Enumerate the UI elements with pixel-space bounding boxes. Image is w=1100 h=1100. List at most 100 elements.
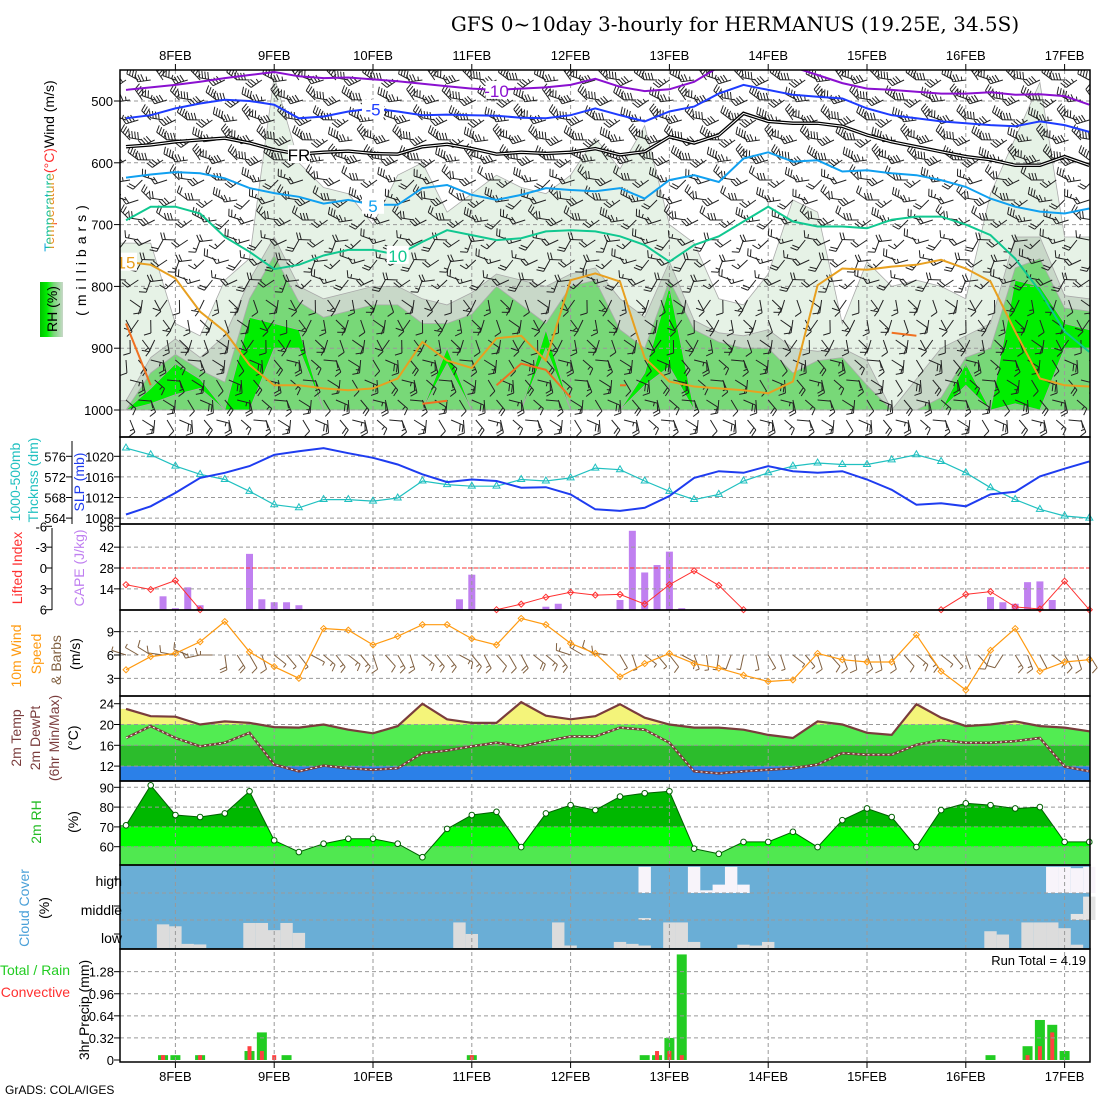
- barb-feather: [721, 254, 726, 262]
- barb-staff: [292, 239, 300, 252]
- barb-half-feather: [717, 171, 722, 176]
- barb-staff: [548, 110, 559, 121]
- barb-staff: [570, 319, 579, 331]
- barb-feather: [877, 200, 884, 207]
- barb-feather: [842, 146, 846, 155]
- barb-staff: [737, 259, 748, 270]
- barb-feather: [184, 112, 188, 120]
- barb-staff: [215, 299, 220, 313]
- barb-staff: [337, 119, 349, 128]
- barb-feather: [298, 329, 306, 333]
- wind-barb: [527, 204, 538, 221]
- barb-feather: [332, 234, 336, 242]
- barb-feather: [509, 286, 517, 290]
- barb-feather: [323, 180, 329, 187]
- barb-staff: [571, 119, 584, 127]
- barb-feather: [348, 225, 356, 230]
- barb-feather: [788, 108, 794, 115]
- barb-feather: [128, 210, 131, 219]
- barb-feather: [757, 155, 762, 163]
- wind-barb: [739, 199, 757, 209]
- barb-feather: [275, 252, 279, 260]
- barb-feather: [871, 177, 878, 184]
- barb-feather: [706, 232, 710, 240]
- barb-feather: [790, 169, 793, 177]
- barb-half-feather: [390, 193, 393, 198]
- barb-staff: [135, 259, 143, 272]
- wind-barb: [805, 179, 822, 190]
- barb-half-feather: [214, 243, 218, 248]
- barb-feather: [393, 117, 399, 125]
- barb-feather: [135, 152, 139, 160]
- barb-half-feather: [757, 309, 762, 312]
- barb-feather: [568, 128, 573, 136]
- wind-barb: [887, 154, 905, 165]
- barb-feather: [363, 229, 365, 237]
- barb-feather: [319, 91, 322, 99]
- barb-feather: [455, 91, 458, 99]
- barb-staff: [1020, 171, 1032, 181]
- barb-feather: [273, 88, 280, 95]
- barb-feather: [336, 119, 343, 125]
- barb-half-feather: [204, 200, 208, 205]
- barb-feather: [499, 144, 504, 151]
- barb-staff: [199, 155, 213, 161]
- barb-staff: [873, 259, 884, 270]
- barb-staff: [1068, 239, 1078, 251]
- barb-feather: [1027, 186, 1031, 195]
- barb-staff: [695, 159, 707, 168]
- barb-feather: [362, 267, 370, 271]
- barb-feather: [948, 312, 956, 315]
- barb-half-feather: [663, 78, 667, 83]
- wind-barb: [1035, 194, 1053, 203]
- barb-feather: [817, 152, 821, 160]
- barb-feather: [449, 269, 452, 277]
- barb-feather: [925, 272, 929, 280]
- barb-feather: [215, 188, 218, 196]
- barb-staff: [562, 70, 572, 81]
- barb-feather: [382, 272, 386, 280]
- barb-feather: [943, 183, 951, 188]
- wind-barb: [803, 230, 818, 241]
- barb-feather: [734, 192, 737, 201]
- barb-feather: [274, 291, 283, 293]
- wind-barb: [856, 90, 872, 101]
- wind-barb: [667, 319, 683, 332]
- barb-feather: [213, 155, 219, 163]
- barb-feather: [181, 108, 186, 116]
- barb-staff: [829, 279, 843, 283]
- barb-feather: [421, 97, 427, 105]
- barb-feather: [177, 90, 180, 98]
- barb-feather: [527, 94, 532, 102]
- barb-feather: [347, 257, 353, 264]
- barb-feather: [620, 106, 623, 115]
- barb-staff: [1045, 99, 1057, 108]
- barb-staff: [397, 119, 411, 125]
- barb-feather: [320, 192, 324, 201]
- barb-feather: [313, 220, 320, 227]
- barb-feather: [1065, 79, 1072, 85]
- barb-feather: [548, 138, 554, 145]
- barb-feather: [524, 94, 529, 102]
- barb-staff: [372, 239, 386, 245]
- barb-feather: [727, 91, 729, 99]
- wind-barb: [541, 74, 559, 83]
- wind-barb: [607, 214, 625, 223]
- barb-feather: [986, 242, 993, 248]
- barb-feather: [170, 77, 176, 85]
- barb-feather: [422, 262, 429, 268]
- barb-staff: [619, 277, 633, 281]
- barb-feather: [406, 70, 409, 79]
- barb-half-feather: [998, 220, 1002, 225]
- barb-feather: [497, 267, 506, 271]
- barb-feather: [883, 71, 886, 79]
- wind-barb: [164, 132, 180, 141]
- barb-feather: [863, 112, 867, 120]
- wind-barb: [141, 88, 155, 101]
- cloud-low-bar: [638, 945, 651, 948]
- wind-barb: [257, 114, 275, 125]
- barb-half-feather: [613, 327, 618, 331]
- barb-staff: [170, 90, 180, 101]
- barb-staff: [804, 237, 818, 241]
- barb-feather: [553, 136, 560, 143]
